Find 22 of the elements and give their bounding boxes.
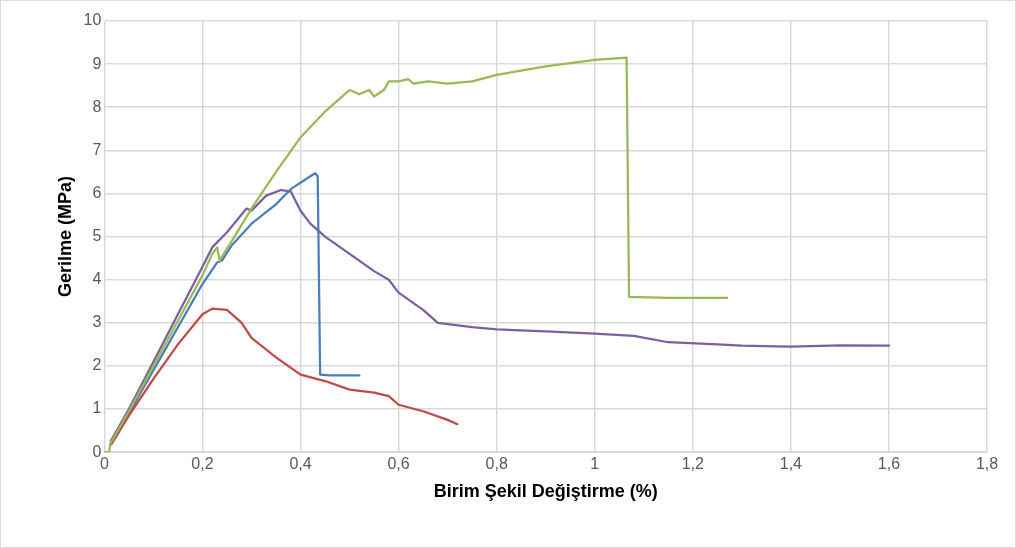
x-tick-label: 1,8 <box>975 455 999 473</box>
x-tick-label: 0,2 <box>191 455 214 473</box>
y-tick-label: 0 <box>92 442 102 460</box>
y-tick-label: 9 <box>92 54 102 72</box>
y-tick-label: 10 <box>83 11 102 29</box>
x-axis-title: Birim Şekil Değiştirme (%) <box>433 481 658 502</box>
y-tick-label: 1 <box>92 399 102 417</box>
y-tick-label: 6 <box>92 183 102 201</box>
x-tick-label: 1 <box>590 455 600 473</box>
x-tick-label: 0,6 <box>387 455 410 473</box>
y-tick-label: 3 <box>92 313 102 331</box>
y-tick-label: 4 <box>92 270 102 288</box>
y-axis-title: Gerilme (MPa) <box>54 176 75 298</box>
y-tick-label: 2 <box>92 356 102 374</box>
x-tick-label: 1,6 <box>877 455 901 473</box>
x-tick-label: 1,4 <box>779 455 803 473</box>
y-tick-label: 7 <box>92 140 102 158</box>
x-tick-label: 0,8 <box>485 455 508 473</box>
y-tick-label: 5 <box>92 227 102 245</box>
x-tick-label: 0,4 <box>289 455 312 473</box>
x-tick-label: 1,2 <box>681 455 705 473</box>
y-tick-label: 8 <box>92 97 102 115</box>
